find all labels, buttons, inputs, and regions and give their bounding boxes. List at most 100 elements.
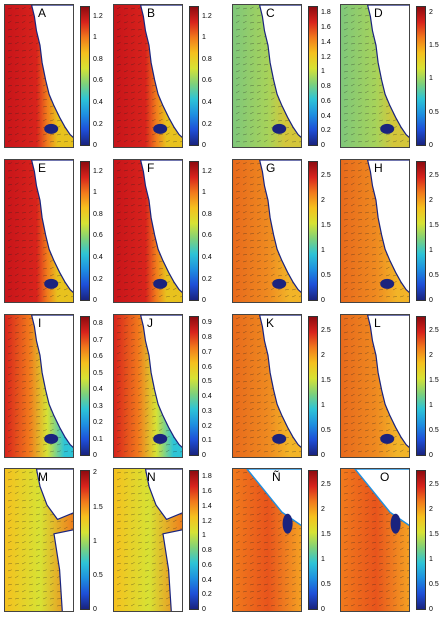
colorbar-G	[308, 161, 318, 301]
colorbar-tick-M: 0.5	[93, 571, 103, 579]
colorbar-tick-H: 2	[429, 197, 433, 204]
colorbar-tick-J: 0	[202, 452, 206, 459]
map-field-C	[233, 5, 301, 147]
map-H	[340, 159, 410, 303]
colorbar-tick-N: 1.6	[202, 488, 212, 496]
colorbar-tick-N: 1.2	[202, 517, 212, 525]
colorbar-tick-O: 0	[429, 606, 433, 613]
colorbar-tick-C: 0.4	[321, 112, 331, 120]
colorbar-tick-A: 0.6	[93, 77, 103, 85]
colorbar-F	[189, 161, 199, 301]
map-G	[232, 159, 302, 303]
colorbar-tick-B: 0.2	[202, 120, 212, 128]
panel-N: N 0 0.2 0.4 0.6 0.8 1 1.2 1.4 1.6 1.8	[113, 468, 221, 618]
colorbar-tick-E: 1	[93, 189, 97, 197]
colorbar-M	[80, 470, 90, 610]
colorbar-tick-J: 0.2	[202, 422, 212, 430]
map-field-D	[341, 5, 409, 147]
colorbar-tick-B: 1.2	[202, 12, 212, 20]
bay-B	[153, 123, 168, 134]
colorbar-B	[189, 6, 199, 146]
colorbar-tick-C: 1.6	[321, 24, 331, 32]
colorbar-tick-J: 0.7	[202, 348, 212, 356]
colorbar-tick-N: 1	[202, 532, 206, 540]
colorbar-D	[416, 6, 426, 146]
land-L	[366, 315, 409, 448]
colorbar-tick-H: 1.5	[429, 222, 439, 229]
colorbar-C	[308, 6, 318, 146]
land-H	[366, 160, 409, 293]
map-field-F	[114, 160, 182, 302]
map-field-M	[5, 469, 73, 611]
colorbar-tick-K: 2	[321, 352, 325, 359]
colorbar-tick-L: 1	[429, 402, 433, 409]
map-J	[113, 314, 183, 458]
colorbar-tick-C: 0.2	[321, 127, 331, 135]
panel-label-G: G	[266, 161, 276, 175]
panel-O: O 0 0.5 1 1.5 2 2.5	[340, 468, 445, 618]
bay-J	[153, 433, 168, 444]
colorbar-tick-D: 1	[429, 75, 433, 83]
panel-H: H 0 0.5 1 1.5 2 2.5	[340, 159, 445, 309]
bay-D	[380, 123, 395, 134]
map-I	[4, 314, 74, 458]
colorbar-tick-N: 0.4	[202, 576, 212, 584]
panel-I: I 0 0.1 0.2 0.3 0.4 0.5 0.6 0.7 0.8	[4, 314, 112, 464]
bay-H	[380, 278, 395, 289]
colorbar-tick-M: 2	[93, 469, 97, 477]
colorbar-tick-G: 2.5	[321, 172, 331, 179]
colorbar-tick-A: 0.2	[93, 120, 103, 128]
panel-M: M 0 0.5 1 1.5 2	[4, 468, 112, 618]
map-F	[113, 159, 183, 303]
map-field-Ñ	[233, 469, 301, 611]
bay-L	[380, 433, 395, 444]
panel-label-Ñ: Ñ	[272, 470, 281, 484]
colorbar-tick-I: 0.1	[93, 435, 103, 443]
map-field-G	[233, 160, 301, 302]
colorbar-tick-L: 0.5	[429, 427, 439, 434]
colorbar-tick-F: 0	[202, 297, 206, 304]
colorbar-tick-E: 0	[93, 297, 97, 304]
colorbar-tick-A: 0	[93, 142, 97, 149]
land-O	[354, 469, 409, 527]
colorbar-tick-K: 1.5	[321, 377, 331, 384]
bay-I	[44, 433, 59, 444]
panel-label-D: D	[374, 6, 383, 20]
land-Ñ	[246, 469, 301, 527]
colorbar-tick-G: 0.5	[321, 272, 331, 279]
map-E	[4, 159, 74, 303]
panel-label-H: H	[374, 161, 383, 175]
panel-label-M: M	[38, 470, 48, 484]
land-D	[366, 5, 409, 138]
map-field-H	[341, 160, 409, 302]
map-O	[340, 468, 410, 612]
colorbar-tick-Ñ: 1.5	[321, 531, 331, 538]
colorbar-tick-K: 0.5	[321, 427, 331, 434]
colorbar-tick-J: 0.4	[202, 393, 212, 401]
panel-label-N: N	[147, 470, 156, 484]
map-C	[232, 4, 302, 148]
colorbar-tick-A: 0.8	[93, 55, 103, 63]
panel-J: J 0 0.1 0.2 0.3 0.4 0.5 0.6 0.7 0.8 0.9	[113, 314, 221, 464]
colorbar-tick-J: 0.8	[202, 334, 212, 342]
panel-C: C 0 0.2 0.4 0.6 0.8 1 1.2 1.4 1.6 1.8	[232, 4, 340, 154]
bay-K	[272, 433, 287, 444]
colorbar-tick-I: 0.5	[93, 369, 103, 377]
colorbar-O	[416, 470, 426, 610]
colorbar-tick-C: 1.2	[321, 53, 331, 61]
panel-A: A 0 0.2 0.4 0.6 0.8 1 1.2	[4, 4, 112, 154]
panel-K: K 0 0.5 1 1.5 2 2.5	[232, 314, 340, 464]
colorbar-tick-G: 1.5	[321, 222, 331, 229]
map-D	[340, 4, 410, 148]
panel-E: E 0 0.2 0.4 0.6 0.8 1 1.2	[4, 159, 112, 309]
colorbar-tick-O: 0.5	[429, 581, 439, 588]
colorbar-tick-L: 0	[429, 452, 433, 459]
colorbar-tick-H: 2.5	[429, 172, 439, 179]
colorbar-tick-N: 1.4	[202, 502, 212, 510]
colorbar-tick-E: 1.2	[93, 167, 103, 175]
panel-label-I: I	[38, 316, 42, 330]
map-M	[4, 468, 74, 612]
colorbar-tick-A: 1	[93, 34, 97, 42]
bay-C	[272, 123, 287, 134]
colorbar-tick-I: 0.2	[93, 419, 103, 427]
